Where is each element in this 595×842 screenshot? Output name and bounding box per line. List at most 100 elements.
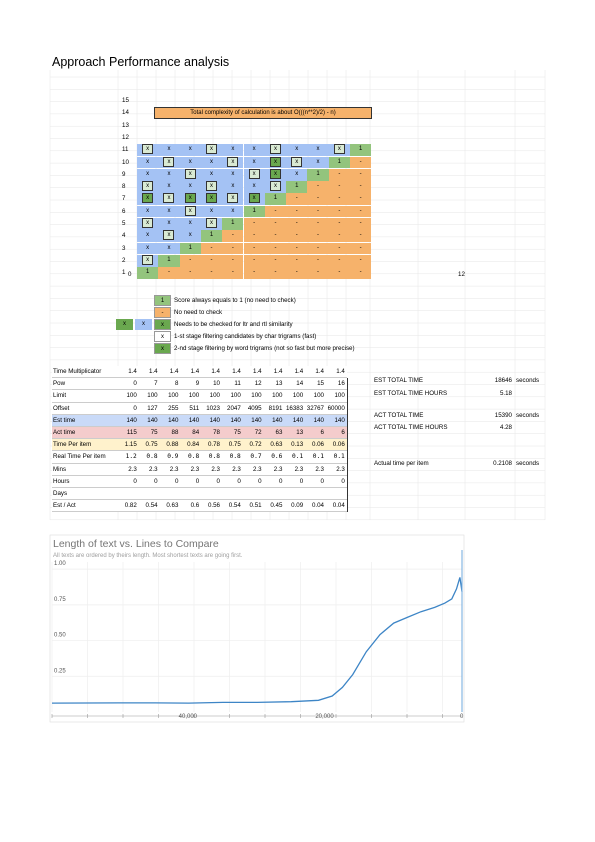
matrix-row-label: 14 [122,109,129,117]
table-cell: 1.4 [315,368,324,375]
matrix-cell: - [200,267,223,279]
matrix-cell: - [286,267,308,279]
matrix-cell: x [158,181,180,193]
table-row [52,390,347,403]
table-cell: 0.8 [188,453,200,461]
matrix-cell: - [350,168,372,181]
matrix-cell: x [264,144,287,156]
matrix-cell: - [286,193,308,206]
matrix-cell: x [307,144,329,156]
table-cell: 0.06 [311,441,324,449]
matrix-cell: x [328,144,350,156]
legend-swatch: 1 [154,295,171,306]
table-cell: 100 [147,392,158,400]
matrix-cell: x [179,218,201,230]
matrix-cell: - [307,230,329,243]
table-cell: 100 [251,392,262,400]
matrix-cell: - [286,205,308,218]
act-total-time-value: 15390 [494,412,512,419]
table-cell: 255 [168,404,179,412]
table-cell: 100 [209,392,220,400]
legend-text: 2-nd stage filtering by word trigrams (n… [174,345,355,352]
table-cell: 13 [275,380,283,388]
legend-extra-swatch: x [135,319,152,330]
matrix-cell: x [137,205,159,218]
table-cell: 0 [320,477,324,485]
table-cell: 1.4 [252,368,262,375]
table-cell: 140 [126,416,137,424]
table-cell: 2.3 [190,465,200,473]
table-cell: 100 [230,392,241,400]
matrix-cell: x [222,156,244,169]
matrix-cell: - [307,218,329,230]
matrix-cell: 1 [350,144,372,156]
legend-text: Score always equals to 1 (no need to che… [174,297,296,304]
table-cell: 88 [171,429,179,436]
table-cell: 8191 [268,404,283,412]
matrix-cell: - [328,181,350,193]
matrix-cell: - [350,267,372,279]
table-cell: 140 [251,416,262,424]
table-cell: 0.6 [190,502,200,510]
table-cell: 84 [192,429,200,436]
act-total-hours-label: ACT TOTAL TIME HOURS [374,424,448,431]
table-cell: 0.9 [167,453,179,461]
table-cell: 14 [296,380,304,388]
matrix-cell: - [286,254,308,267]
matrix-cell: x [200,144,223,156]
matrix-cell: - [158,267,180,279]
table-row-label: Est / Act [53,502,76,510]
table-row [52,414,347,427]
matrix-row-label: 3 [122,244,126,252]
table-cell: 0.84 [187,441,200,449]
legend-extra-swatch: x [116,319,133,330]
table-cell: 0.8 [146,453,158,461]
table-cell: 2.3 [252,465,262,473]
table-cell: 12 [254,380,262,388]
table-row-label: Mins [53,465,67,473]
table-cell: 0.51 [249,502,262,510]
matrix-cell: x [158,230,180,243]
table-cell: 0 [195,477,200,485]
table-cell: 1.2 [125,453,137,461]
matrix-cell: - [179,267,201,279]
matrix-cell: - [179,254,201,267]
table-cell: 100 [188,392,200,400]
matrix-cell: x [200,156,223,169]
matrix-cell: - [222,267,244,279]
matrix-cell: x [137,181,159,193]
table-cell: 1.4 [294,368,304,375]
matrix-cell: - [286,230,308,243]
matrix-row-label: 7 [122,195,126,203]
matrix-cell: - [243,242,265,255]
table-cell: 1.4 [336,368,345,375]
complexity-note: Total complexity of calculation is about… [154,107,372,119]
matrix-cell: - [350,242,372,255]
matrix-row-label: 8 [122,183,126,191]
matrix-cell: - [307,242,329,255]
table-cell: 10 [213,380,220,388]
matrix-col-label: 0 [128,271,132,278]
table-cell: 6 [341,429,345,436]
matrix-cell: - [243,218,265,230]
legend-text: Needs to be checked for ltr and rtl simi… [174,321,293,328]
matrix-cell: 1 [222,218,244,230]
matrix-cell: x [179,205,201,218]
matrix-cell: x [222,205,244,218]
matrix-cell: x [137,242,159,255]
matrix-row-label: 12 [122,133,129,141]
legend-swatch: - [154,307,171,318]
matrix-cell: - [307,205,329,218]
table-cell: 0.75 [228,441,241,449]
table-cell: 78 [213,429,220,436]
table-row [52,451,347,464]
matrix-cell: x [307,156,329,169]
actual-per-item-label: Actual time per item [374,460,429,467]
est-total-hours-value: 5.18 [499,390,512,397]
matrix-cell: 1 [243,205,265,218]
table-cell: 2.3 [273,465,283,473]
table-cell: 140 [313,416,324,424]
matrix-cell: - [328,193,350,206]
table-cell: 11 [234,380,241,388]
act-total-time-label: ACT TOTAL TIME [374,412,424,419]
